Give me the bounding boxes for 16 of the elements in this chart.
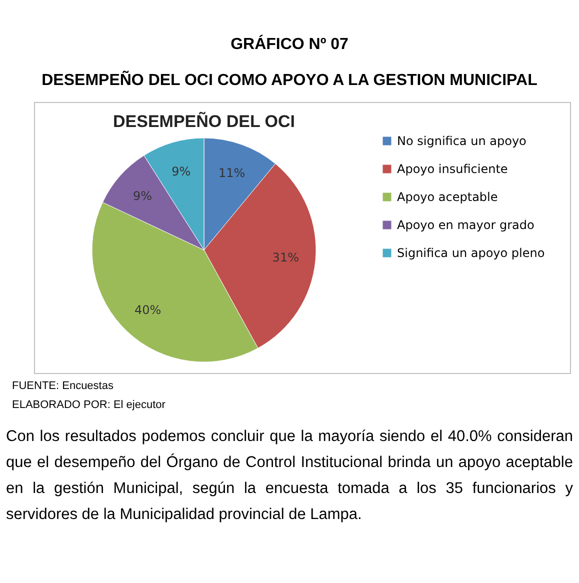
text: ELABORADO POR: El ejecutor xyxy=(12,399,166,412)
legend-label: Apoyo en mayor grado xyxy=(397,218,534,232)
legend-label: No significa un apoyo xyxy=(397,134,526,148)
text: Con los resultados podemos concluir que la mayoría siendo el 40.0% consideran que el desempeño del Órgano de Control Institucional brinda un apoyo aceptable en la gestión Municipal, según la encuesta tomada a los 35 funcionarios y servidores de la Municipalidad provincial de Lampa. xyxy=(6,427,573,525)
data-label: 31% xyxy=(272,250,299,265)
source-note: FUENTE: Encuestas xyxy=(12,380,114,393)
data-label: 9% xyxy=(132,188,152,203)
data-label: 9% xyxy=(172,164,191,178)
data-label: 11% xyxy=(218,166,246,180)
chart-title: DESEMPEÑO DEL OCI xyxy=(113,111,295,131)
legend-label: Apoyo aceptable xyxy=(397,190,498,204)
text: DESEMPEÑO DEL OCI COMO APOYO A LA GESTION MUNICIPAL xyxy=(40,70,538,90)
data-label: 40% xyxy=(134,302,162,317)
legend-label: Significa un apoyo pleno xyxy=(397,246,545,260)
text: GRÁFICO Nº 07 xyxy=(230,34,350,54)
legend-label: Apoyo insuficiente xyxy=(397,162,508,176)
